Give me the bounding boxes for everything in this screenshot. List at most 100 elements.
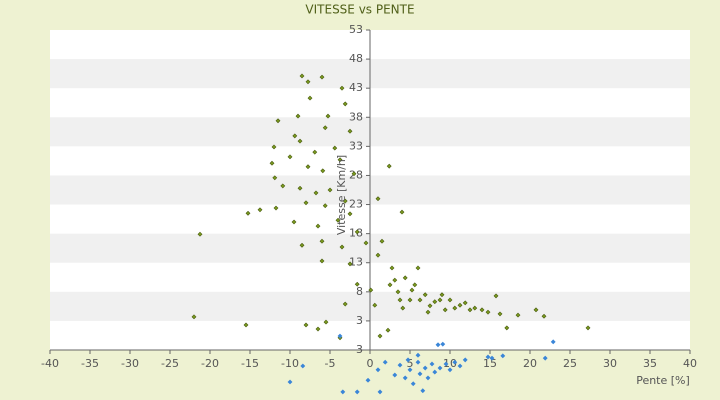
point — [320, 168, 326, 174]
point — [407, 297, 413, 303]
point — [303, 322, 309, 328]
point — [447, 367, 453, 373]
point — [435, 342, 441, 348]
point — [405, 357, 411, 363]
point — [485, 309, 491, 315]
x-tick-label: 15 — [483, 357, 497, 370]
point — [287, 154, 293, 160]
point — [440, 341, 446, 347]
point — [533, 307, 539, 313]
point — [485, 354, 491, 360]
point — [319, 258, 325, 264]
chart-title: VITESSE vs PENTE — [305, 3, 414, 17]
x-tick-label: 30 — [603, 357, 617, 370]
point — [315, 326, 321, 332]
point — [300, 363, 306, 369]
point — [271, 144, 277, 150]
x-tick-label: -35 — [81, 357, 99, 370]
y-tick-label: 8 — [356, 285, 363, 298]
point — [347, 211, 353, 217]
point — [299, 242, 305, 248]
x-tick-label: -10 — [281, 357, 299, 370]
point — [392, 277, 398, 283]
point — [489, 355, 495, 361]
point — [439, 292, 445, 298]
point — [375, 252, 381, 258]
y-tick-label: 23 — [349, 198, 363, 211]
y-tick-label: 33 — [349, 139, 363, 152]
point — [377, 333, 383, 339]
y-tick-label: 13 — [349, 256, 363, 269]
point — [275, 118, 281, 124]
point — [437, 297, 443, 303]
point — [257, 207, 263, 213]
point — [402, 375, 408, 381]
point — [397, 297, 403, 303]
point — [319, 74, 325, 80]
point — [299, 73, 305, 79]
x-tick-label: -15 — [241, 357, 259, 370]
point — [375, 196, 381, 202]
point — [462, 357, 468, 363]
point — [191, 314, 197, 320]
point — [432, 299, 438, 305]
point — [305, 164, 311, 170]
point — [479, 307, 485, 313]
point — [417, 297, 423, 303]
point — [325, 113, 331, 119]
point — [443, 361, 449, 367]
point — [291, 219, 297, 225]
point — [339, 85, 345, 91]
point — [542, 355, 548, 361]
point — [415, 359, 421, 365]
point — [437, 365, 443, 371]
point — [387, 282, 393, 288]
point — [452, 305, 458, 311]
point — [375, 367, 381, 373]
point — [303, 200, 309, 206]
point — [305, 79, 311, 85]
x-tick-label: 35 — [643, 357, 657, 370]
point — [245, 210, 251, 216]
point — [340, 389, 346, 395]
point — [351, 171, 357, 177]
x-tick-label: -30 — [121, 357, 139, 370]
point — [417, 371, 423, 377]
y-tick-label: 28 — [349, 168, 363, 181]
point — [354, 389, 360, 395]
point — [515, 312, 521, 318]
point — [415, 265, 421, 271]
x-tick-label: -5 — [325, 357, 336, 370]
point — [337, 333, 343, 339]
point — [425, 309, 431, 315]
point — [550, 339, 556, 345]
point — [402, 275, 408, 281]
point — [493, 293, 499, 299]
marks — [191, 73, 591, 395]
x-tick-label: 25 — [563, 357, 577, 370]
point — [452, 359, 458, 365]
point — [504, 325, 510, 331]
x-tick-label: 10 — [443, 357, 457, 370]
x-tick-label: -20 — [201, 357, 219, 370]
point — [319, 238, 325, 244]
x-axis-label: Pente [%] — [636, 374, 690, 387]
y-tick-label: 3 — [356, 314, 363, 327]
y-axis-label: Vitesse [Km/h] — [335, 155, 348, 235]
x-tick-label: -25 — [161, 357, 179, 370]
point — [409, 287, 415, 293]
point — [322, 203, 328, 209]
point — [368, 287, 374, 293]
point — [472, 305, 478, 311]
point — [342, 301, 348, 307]
point — [386, 163, 392, 169]
point — [297, 138, 303, 144]
y-tick-label: 3 — [356, 343, 363, 356]
point — [363, 240, 369, 246]
point — [337, 157, 343, 163]
point — [462, 300, 468, 306]
point — [377, 389, 383, 395]
point — [313, 190, 319, 196]
